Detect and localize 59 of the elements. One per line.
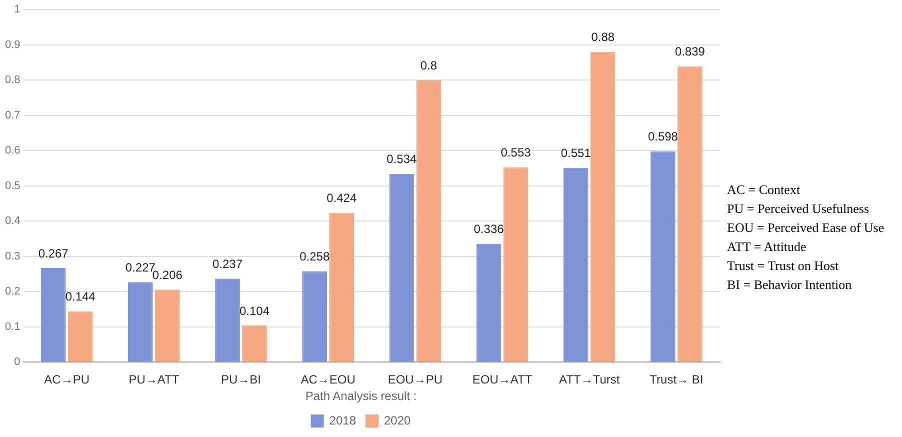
data-label: 0.8 bbox=[420, 58, 438, 72]
x-tick-label: EOU→ATT bbox=[472, 372, 533, 387]
bar bbox=[302, 271, 328, 362]
bar bbox=[215, 278, 240, 362]
data-label: 0.258 bbox=[300, 250, 330, 264]
data-label: 0.104 bbox=[239, 304, 270, 318]
x-tick-label: Trust→ BI bbox=[650, 372, 704, 387]
y-tick-label: 0.9 bbox=[4, 38, 20, 51]
data-label: 0.551 bbox=[560, 146, 592, 160]
y-tick-label: 0.1 bbox=[4, 320, 20, 333]
bar bbox=[329, 212, 354, 362]
legend-title: Path Analysis result : bbox=[305, 388, 417, 403]
data-label: 0.336 bbox=[474, 222, 504, 236]
text: EOU = Perceived Ease of Use bbox=[727, 219, 884, 237]
y-tick-label: 0.5 bbox=[4, 180, 20, 192]
y-tick-label: 0 bbox=[14, 356, 20, 368]
bar bbox=[389, 174, 414, 362]
bar bbox=[476, 244, 502, 362]
data-label: 0.206 bbox=[152, 268, 183, 282]
y-tick-label: 1 bbox=[14, 4, 20, 16]
x-tick-label: ATT→Turst bbox=[559, 372, 620, 387]
data-label: 0.267 bbox=[38, 246, 69, 260]
x-tick-label: EOU→PU bbox=[388, 372, 443, 387]
text: Trust = Trust on Host bbox=[727, 257, 840, 275]
text: AC = Context bbox=[727, 181, 802, 199]
data-label: 0.88 bbox=[591, 30, 615, 44]
text: ATT = Attitude bbox=[727, 238, 808, 256]
x-tick-label: AC→PU bbox=[44, 372, 90, 387]
data-label: 0.553 bbox=[500, 146, 532, 160]
x-tick-label: AC→EOU bbox=[300, 372, 356, 387]
bar bbox=[416, 80, 442, 362]
legend-label: 2018 bbox=[329, 413, 356, 428]
bar bbox=[242, 326, 267, 362]
data-label: 0.534 bbox=[386, 152, 418, 166]
text: PU = Perceived Usefulness bbox=[727, 200, 870, 218]
y-tick-label: 0.3 bbox=[4, 250, 20, 262]
bar bbox=[590, 52, 616, 362]
data-label: 0.598 bbox=[648, 130, 678, 144]
bar bbox=[503, 167, 528, 362]
bar bbox=[68, 311, 93, 362]
data-label: 0.237 bbox=[212, 256, 243, 271]
y-tick-label: 0.7 bbox=[4, 109, 20, 122]
bar bbox=[650, 151, 676, 362]
bar bbox=[563, 168, 588, 362]
bar bbox=[678, 66, 702, 362]
data-label: 0.424 bbox=[326, 191, 357, 206]
y-tick-label: 0.8 bbox=[4, 74, 20, 86]
y-tick-label: 0.2 bbox=[4, 286, 20, 298]
data-label: 0.144 bbox=[65, 290, 96, 304]
x-tick-label: PU→ATT bbox=[128, 372, 180, 387]
data-label: 0.839 bbox=[674, 44, 706, 59]
legend-label: 2020 bbox=[384, 413, 412, 428]
bar bbox=[40, 268, 66, 362]
text: BI = Behavior Intention bbox=[727, 276, 853, 294]
bar bbox=[155, 290, 180, 362]
y-tick-label: 0.6 bbox=[4, 144, 20, 157]
x-tick-label: PU→BI bbox=[221, 372, 262, 387]
y-tick-label: 0.4 bbox=[4, 215, 20, 228]
bar bbox=[128, 282, 153, 362]
